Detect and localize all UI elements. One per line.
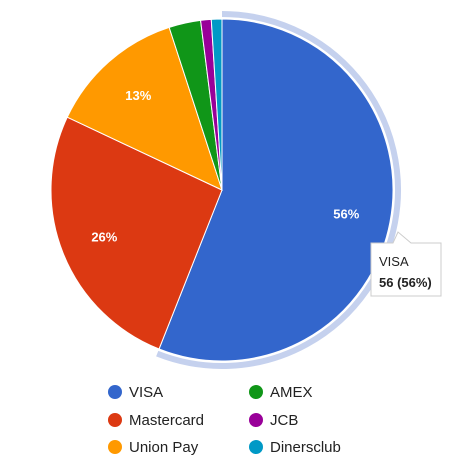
legend-item-amex[interactable]: AMEX (249, 384, 313, 401)
legend-item-union-pay[interactable]: Union Pay (108, 439, 199, 456)
legend-marker-mastercard (108, 413, 122, 427)
legend-marker-dinersclub (249, 440, 263, 454)
legend-item-jcb[interactable]: JCB (249, 412, 298, 429)
slice-label-union-pay: 13% (125, 88, 151, 103)
pie-slices (50, 18, 394, 362)
pie-slice-visa[interactable] (158, 18, 394, 362)
legend-label-union-pay: Union Pay (129, 439, 199, 456)
tooltip-title: VISA (379, 254, 409, 269)
legend-label-dinersclub: Dinersclub (270, 439, 341, 456)
legend-label-jcb: JCB (270, 412, 298, 429)
legend-marker-union-pay (108, 440, 122, 454)
pie-slice-dinersclub[interactable] (210, 18, 223, 191)
pie-slice-union-pay[interactable] (66, 26, 223, 191)
legend-item-dinersclub[interactable]: Dinersclub (249, 439, 341, 456)
legend-label-mastercard: Mastercard (129, 412, 204, 429)
legend-item-visa[interactable]: VISA (108, 384, 163, 401)
highlight-ring-visa (156, 11, 401, 369)
tooltip-box (370, 231, 442, 297)
legend-label-visa: VISA (129, 384, 163, 401)
legend: VISA Mastercard Union Pay AMEX JCB Dinersclub (108, 384, 341, 456)
slice-label-mastercard: 26% (91, 230, 117, 245)
pie-slice-mastercard[interactable] (50, 116, 223, 350)
tooltip: VISA 56 (56%) (370, 231, 442, 297)
slice-labels: 56% 26% 13% (91, 88, 359, 245)
legend-marker-jcb (249, 413, 263, 427)
legend-marker-amex (249, 385, 263, 399)
legend-label-amex: AMEX (270, 384, 313, 401)
tooltip-value: 56 (56%) (379, 275, 432, 290)
legend-marker-visa (108, 385, 122, 399)
legend-item-mastercard[interactable]: Mastercard (108, 412, 204, 429)
slice-label-visa: 56% (333, 207, 359, 222)
